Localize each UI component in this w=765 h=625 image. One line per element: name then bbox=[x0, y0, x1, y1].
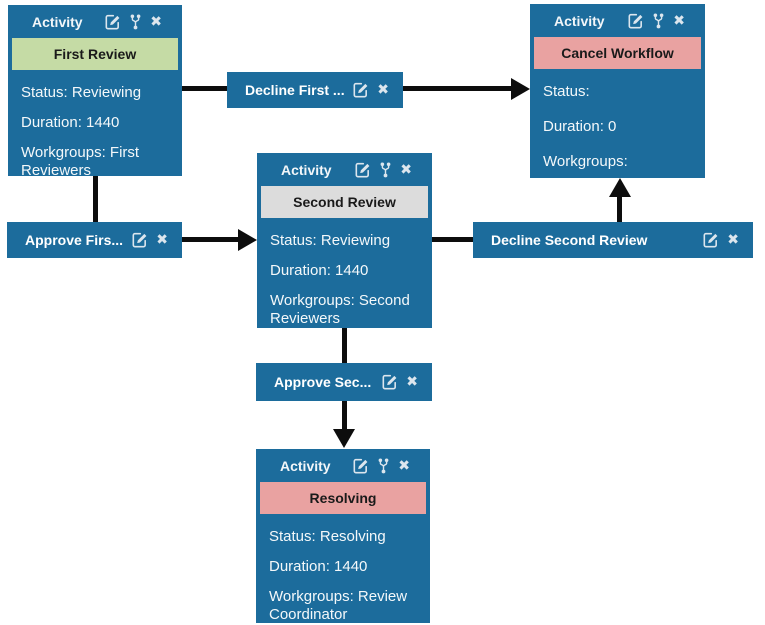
node-body: Status: Reviewing Duration: 1440 Workgro… bbox=[8, 70, 182, 176]
node-duration: Duration: 1440 bbox=[270, 262, 369, 279]
transition-icons: ✖ bbox=[353, 82, 389, 98]
activity-node-first-review[interactable]: Activity ✖ First Review Status: Reviewin… bbox=[8, 5, 182, 176]
activity-node-cancel-workflow[interactable]: Activity ✖ Cancel Workflow Status: Durat… bbox=[530, 4, 705, 178]
node-title: Second Review bbox=[261, 186, 428, 218]
edit-icon[interactable] bbox=[132, 232, 148, 248]
code-fork-icon[interactable] bbox=[130, 13, 141, 30]
node-duration: Duration: 1440 bbox=[269, 558, 368, 575]
node-header-icons: ✖ bbox=[628, 12, 685, 29]
connector-first-to-cancel-arrowhead bbox=[511, 78, 530, 100]
node-header-label: Activity bbox=[554, 12, 605, 29]
transition-icons: ✖ bbox=[132, 232, 168, 248]
close-icon[interactable]: ✖ bbox=[673, 12, 685, 29]
close-icon[interactable]: ✖ bbox=[398, 457, 410, 474]
node-workgroups: Workgroups: bbox=[543, 153, 628, 170]
code-fork-icon[interactable] bbox=[380, 161, 391, 178]
activity-node-second-review[interactable]: Activity ✖ Second Review Status: Reviewi… bbox=[257, 153, 432, 328]
transition-label: Decline First ... bbox=[245, 82, 345, 98]
transition-label: Approve Firs... bbox=[25, 232, 124, 248]
activity-node-resolving[interactable]: Activity ✖ Resolving Status: Resolving D… bbox=[256, 449, 430, 623]
node-title: Cancel Workflow bbox=[534, 37, 701, 69]
transition-icons: ✖ bbox=[382, 374, 418, 390]
connector-approve-to-second-line bbox=[182, 237, 239, 242]
edit-icon[interactable] bbox=[353, 458, 369, 474]
close-icon[interactable]: ✖ bbox=[727, 232, 739, 248]
connector-decline-to-cancel-line bbox=[617, 196, 622, 223]
edit-icon[interactable] bbox=[382, 374, 398, 390]
node-header-label: Activity bbox=[281, 161, 332, 178]
node-duration: Duration: 0 bbox=[543, 118, 617, 135]
transition-approve-first[interactable]: Approve Firs... ✖ bbox=[7, 222, 182, 258]
connector-decline-to-cancel-arrowhead bbox=[609, 178, 631, 197]
node-body: Status: Duration: 0 Workgroups: bbox=[530, 69, 705, 171]
close-icon[interactable]: ✖ bbox=[156, 232, 168, 248]
node-status: Status: Resolving bbox=[269, 528, 386, 545]
close-icon[interactable]: ✖ bbox=[406, 374, 418, 390]
connector-first-to-approve-line bbox=[93, 176, 98, 223]
node-header-icons: ✖ bbox=[105, 13, 162, 30]
edit-icon[interactable] bbox=[355, 162, 371, 178]
node-header: Activity ✖ bbox=[530, 4, 705, 37]
node-workgroups: Workgroups: Second Reviewers bbox=[270, 292, 410, 327]
node-title: Resolving bbox=[260, 482, 426, 514]
close-icon[interactable]: ✖ bbox=[150, 13, 162, 30]
node-status: Status: bbox=[543, 83, 590, 100]
node-header: Activity ✖ bbox=[257, 153, 432, 186]
node-workgroups: Workgroups: First Reviewers bbox=[21, 144, 140, 176]
transition-decline-first[interactable]: Decline First ... ✖ bbox=[227, 72, 403, 108]
close-icon[interactable]: ✖ bbox=[400, 161, 412, 178]
node-duration: Duration: 1440 bbox=[21, 114, 120, 131]
code-fork-icon[interactable] bbox=[378, 457, 389, 474]
transition-icons: ✖ bbox=[703, 232, 739, 248]
transition-approve-second[interactable]: Approve Sec... ✖ bbox=[256, 363, 432, 401]
node-status: Status: Reviewing bbox=[270, 232, 391, 249]
code-fork-icon[interactable] bbox=[653, 12, 664, 29]
node-header-label: Activity bbox=[280, 457, 331, 474]
node-body: Status: Reviewing Duration: 1440 Workgro… bbox=[257, 218, 432, 328]
connector-second-to-decline-line bbox=[432, 237, 473, 242]
close-icon[interactable]: ✖ bbox=[377, 82, 389, 98]
node-body: Status: Resolving Duration: 1440 Workgro… bbox=[256, 514, 430, 623]
node-header-label: Activity bbox=[32, 13, 83, 30]
node-header: Activity ✖ bbox=[8, 5, 182, 38]
transition-decline-second[interactable]: Decline Second Review ✖ bbox=[473, 222, 753, 258]
edit-icon[interactable] bbox=[105, 14, 121, 30]
node-header-icons: ✖ bbox=[355, 161, 412, 178]
connector-second-to-resolving-arrowhead bbox=[333, 429, 355, 448]
edit-icon[interactable] bbox=[628, 13, 644, 29]
node-header-icons: ✖ bbox=[353, 457, 410, 474]
node-title: First Review bbox=[12, 38, 178, 70]
node-workgroups: Workgroups: Review Coordinator bbox=[269, 588, 408, 623]
transition-label: Decline Second Review bbox=[491, 232, 648, 248]
connector-approve-to-second-arrowhead bbox=[238, 229, 257, 251]
node-header: Activity ✖ bbox=[256, 449, 430, 482]
edit-icon[interactable] bbox=[703, 232, 719, 248]
node-status: Status: Reviewing bbox=[21, 84, 142, 101]
transition-label: Approve Sec... bbox=[274, 374, 372, 390]
edit-icon[interactable] bbox=[353, 82, 369, 98]
